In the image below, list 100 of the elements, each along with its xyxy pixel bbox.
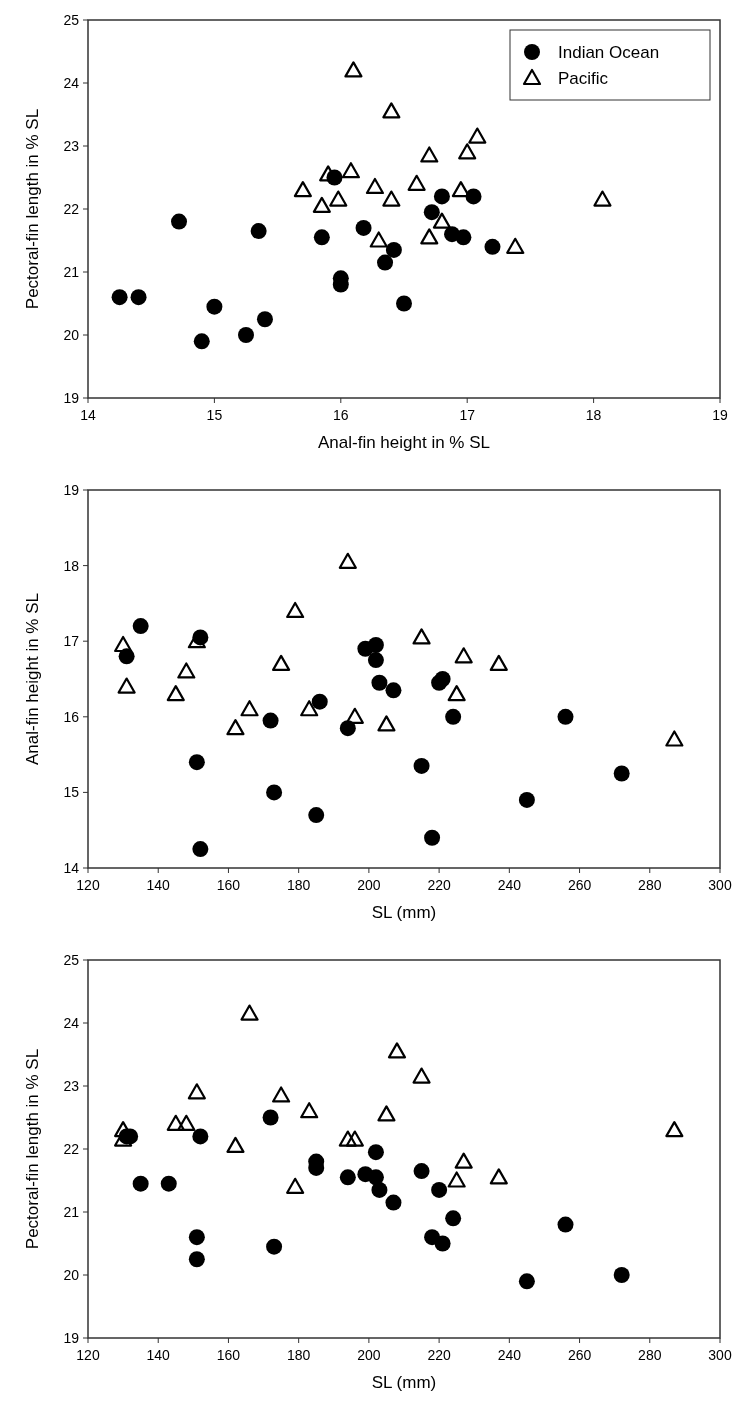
point — [557, 1216, 574, 1233]
point — [345, 707, 364, 724]
point — [171, 213, 188, 230]
point — [111, 289, 128, 306]
y-axis-title: Pectoral-fin length in % SL — [23, 108, 42, 310]
point — [385, 241, 402, 258]
y-tick-label: 19 — [63, 481, 80, 498]
y-axis-title: Anal-fin height in % SL — [23, 593, 42, 765]
point — [434, 671, 451, 687]
point — [188, 754, 205, 771]
x-tick-label: 16 — [333, 407, 349, 423]
point — [506, 237, 525, 254]
x-tick-label: 180 — [286, 877, 311, 893]
x-axis-title: SL (mm) — [371, 903, 437, 922]
y-tick-label: 18 — [63, 557, 80, 574]
point — [369, 231, 388, 248]
y-tick-label: 21 — [63, 263, 80, 280]
point — [365, 177, 385, 195]
point — [377, 1105, 396, 1122]
y-tick-label: 19 — [63, 1329, 80, 1346]
point — [312, 196, 331, 213]
point — [240, 1004, 259, 1021]
point — [355, 219, 372, 236]
point — [192, 1128, 209, 1145]
point — [451, 181, 470, 198]
point — [382, 102, 401, 119]
point — [293, 181, 312, 198]
point — [518, 791, 535, 808]
y-tick-label: 25 — [63, 11, 80, 28]
point — [434, 1235, 451, 1252]
point — [371, 674, 388, 691]
x-tick-label: 180 — [286, 1347, 311, 1363]
point — [484, 238, 501, 255]
point — [413, 1163, 430, 1180]
point — [262, 712, 279, 729]
point — [130, 289, 147, 306]
x-tick-label: 17 — [459, 407, 476, 423]
point — [445, 1210, 462, 1227]
x-tick-label: 140 — [146, 1347, 171, 1363]
x-tick-label: 300 — [708, 1347, 732, 1363]
y-tick-label: 16 — [63, 708, 80, 725]
point — [458, 143, 477, 160]
y-tick-label: 25 — [63, 951, 80, 968]
point — [454, 647, 473, 664]
point — [262, 1109, 279, 1126]
point — [489, 654, 508, 671]
x-tick-label: 200 — [357, 877, 381, 893]
point — [518, 1273, 535, 1290]
point — [367, 652, 384, 669]
point — [613, 765, 630, 782]
point — [420, 146, 439, 163]
point — [308, 807, 325, 824]
point — [593, 190, 612, 207]
point — [396, 295, 412, 312]
point — [206, 298, 223, 315]
point — [377, 715, 396, 732]
x-axis-title: Anal-fin height in % SL — [318, 433, 490, 452]
point — [329, 190, 348, 207]
point — [339, 1169, 356, 1186]
point — [377, 254, 394, 271]
x-tick-label: 280 — [638, 877, 662, 893]
point — [433, 188, 450, 205]
point — [272, 654, 291, 671]
point — [489, 1168, 508, 1185]
point — [412, 628, 431, 645]
y-tick-label: 23 — [63, 1077, 80, 1094]
x-tick-label: 240 — [497, 1347, 522, 1363]
y-tick-label: 20 — [63, 1266, 80, 1283]
y-tick-label: 23 — [63, 137, 80, 154]
point — [367, 636, 384, 653]
point — [300, 700, 319, 717]
legend-label: Indian Ocean — [558, 42, 660, 62]
x-tick-label: 200 — [357, 1347, 381, 1363]
point — [665, 730, 684, 747]
y-tick-label: 24 — [63, 1014, 80, 1031]
point — [341, 162, 361, 179]
y-tick-label: 24 — [63, 74, 80, 91]
x-tick-label: 220 — [427, 1347, 451, 1363]
point — [166, 685, 185, 702]
x-tick-label: 160 — [216, 1347, 241, 1363]
point — [344, 61, 363, 78]
point — [266, 784, 283, 801]
point — [266, 1238, 283, 1255]
point — [345, 1130, 364, 1147]
y-tick-label: 15 — [63, 784, 80, 801]
point — [432, 212, 452, 229]
point — [407, 174, 426, 191]
y-tick-label: 22 — [63, 200, 80, 217]
point — [300, 1102, 319, 1119]
x-tick-label: 280 — [638, 1347, 662, 1363]
point — [665, 1121, 684, 1138]
point — [367, 1169, 384, 1186]
point — [177, 1114, 196, 1131]
x-tick-label: 18 — [585, 407, 602, 423]
x-tick-label: 120 — [76, 877, 100, 893]
point — [114, 635, 133, 653]
y-axis-title: Pectoral-fin length in % SL — [23, 1048, 42, 1250]
point — [132, 618, 149, 635]
y-tick-label: 20 — [63, 326, 80, 343]
point — [132, 1175, 149, 1192]
